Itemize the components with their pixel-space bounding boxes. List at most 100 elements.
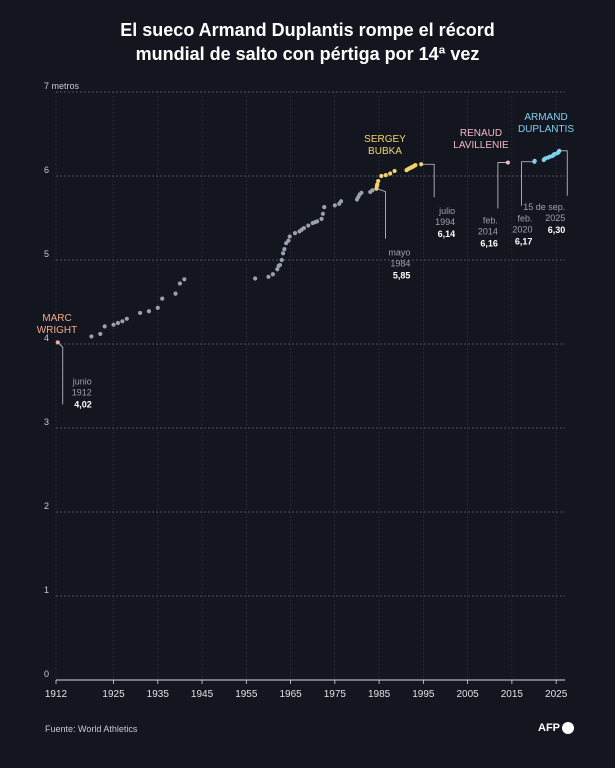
data-point-others bbox=[173, 291, 178, 296]
data-point-others bbox=[282, 246, 287, 252]
data-point-others bbox=[275, 267, 280, 272]
data-point-others bbox=[137, 310, 143, 316]
data-point-others bbox=[146, 309, 152, 314]
data-point-others bbox=[155, 305, 160, 310]
callout-date: julio bbox=[438, 206, 455, 216]
data-point-others bbox=[332, 203, 337, 208]
y-tick-label: 0 bbox=[44, 669, 49, 679]
callout-value: 6,16 bbox=[480, 239, 498, 249]
data-point-others bbox=[115, 320, 121, 326]
data-point-others bbox=[253, 276, 258, 281]
data-point-others bbox=[338, 199, 344, 204]
x-tick-label: 2005 bbox=[457, 689, 480, 700]
callout-year: 2020 bbox=[512, 225, 532, 235]
callout-year: 1912 bbox=[72, 387, 92, 397]
callout-date: junio bbox=[72, 376, 92, 386]
athlete-name-bubka: SERGEY bbox=[364, 134, 406, 145]
athlete-name-lavillenie: RENAUD bbox=[460, 128, 502, 139]
data-point-others bbox=[102, 324, 107, 329]
callout-line bbox=[497, 162, 508, 209]
callout-line bbox=[421, 163, 435, 198]
data-point-others bbox=[292, 231, 298, 236]
source-note: Fuente: World Athletics bbox=[45, 724, 138, 734]
data-point-others bbox=[124, 316, 129, 321]
x-tick-label: 1965 bbox=[279, 689, 302, 700]
data-point-others bbox=[306, 223, 311, 228]
data-point-others bbox=[287, 234, 292, 239]
chart-title-line2: mundial de salto con pértiga por 14ª vez bbox=[135, 44, 480, 64]
y-tick-label: 4 bbox=[44, 333, 49, 343]
data-point-others bbox=[111, 322, 116, 327]
data-point-bubka bbox=[388, 171, 393, 176]
callout-value: 6,17 bbox=[515, 237, 533, 247]
data-point-others bbox=[320, 211, 325, 216]
data-point-others bbox=[270, 272, 275, 277]
data-point-others bbox=[315, 219, 320, 224]
afp-logo-text: AFP bbox=[538, 722, 560, 734]
y-tick-label: 6 bbox=[44, 165, 49, 175]
data-point-bubka bbox=[379, 173, 384, 179]
data-point-others bbox=[280, 251, 286, 256]
data-point-others bbox=[319, 216, 324, 221]
data-point-others bbox=[98, 331, 103, 337]
athlete-name-bubka: BUBKA bbox=[368, 146, 402, 157]
callout-year: 2025 bbox=[545, 213, 565, 223]
data-point-others bbox=[286, 238, 291, 243]
callout-date: mayo bbox=[388, 248, 410, 258]
callout-year: 1994 bbox=[435, 217, 455, 227]
x-tick-label: 1912 bbox=[45, 689, 68, 700]
callout-year: 2014 bbox=[478, 227, 498, 237]
x-tick-label: 1955 bbox=[235, 689, 258, 700]
data-point-others bbox=[266, 274, 271, 279]
callout-value: 4,02 bbox=[74, 399, 92, 409]
chart-title-line1: El sueco Armand Duplantis rompe el récor… bbox=[120, 20, 495, 40]
data-point-others bbox=[301, 225, 306, 231]
callout-line bbox=[57, 342, 64, 405]
x-tick-label: 1945 bbox=[191, 689, 214, 700]
afp-logo-dot bbox=[562, 722, 574, 734]
callout-line bbox=[376, 188, 386, 239]
x-tick-label: 1935 bbox=[147, 689, 170, 700]
data-point-bubka bbox=[392, 168, 397, 174]
callout-year: 1984 bbox=[390, 259, 410, 269]
athlete-name-duplantis: ARMAND bbox=[524, 112, 567, 123]
chart-title: El sueco Armand Duplantis rompe el récor… bbox=[0, 18, 615, 66]
athlete-name-lavillenie: LAVILLENIE bbox=[453, 140, 509, 151]
afp-logo: AFP bbox=[538, 722, 574, 734]
callout-date: feb. bbox=[517, 214, 532, 224]
data-point-duplantis bbox=[532, 158, 537, 163]
data-point-bubka bbox=[413, 162, 418, 168]
y-tick-label: 3 bbox=[44, 417, 49, 427]
x-tick-label: 1925 bbox=[102, 689, 125, 700]
data-point-bubka bbox=[375, 182, 380, 187]
data-point-others bbox=[177, 281, 183, 286]
x-tick-label: 1985 bbox=[368, 689, 391, 700]
pole-vault-record-chart: 0 1 2 3 4 5 6 7 metros 1912 1925 1935 1945 1955 1965 1… bbox=[37, 81, 575, 700]
callout-value: 6,14 bbox=[438, 229, 456, 239]
x-tick-label: 1975 bbox=[324, 689, 347, 700]
athlete-name-wright: WRIGHT bbox=[37, 325, 78, 336]
data-point-others bbox=[370, 188, 375, 193]
athlete-name-wright: MARC bbox=[42, 313, 71, 324]
callout-date: 15 de sep. bbox=[523, 202, 565, 212]
callout-date: feb. bbox=[483, 216, 498, 226]
data-point-others bbox=[279, 257, 284, 263]
callout-value: 6,30 bbox=[548, 225, 566, 235]
callout-line bbox=[521, 161, 535, 206]
data-point-others bbox=[89, 334, 94, 339]
y-tick-label: 1 bbox=[44, 585, 49, 595]
data-point-others bbox=[322, 204, 327, 210]
data-point-others bbox=[182, 277, 187, 282]
x-tick-label: 1995 bbox=[412, 689, 435, 700]
data-point-bubka bbox=[376, 178, 381, 184]
data-point-others bbox=[160, 296, 165, 301]
y-tick-label: 7 metros bbox=[44, 81, 80, 91]
athlete-name-duplantis: DUPLANTIS bbox=[518, 124, 574, 135]
y-tick-label: 2 bbox=[44, 501, 49, 511]
callout-value: 5,85 bbox=[393, 271, 411, 281]
x-tick-label: 2025 bbox=[545, 689, 568, 700]
y-tick-label: 5 bbox=[44, 249, 49, 259]
x-tick-label: 2015 bbox=[501, 689, 524, 700]
data-point-bubka bbox=[383, 173, 388, 178]
callout-line bbox=[559, 150, 568, 196]
